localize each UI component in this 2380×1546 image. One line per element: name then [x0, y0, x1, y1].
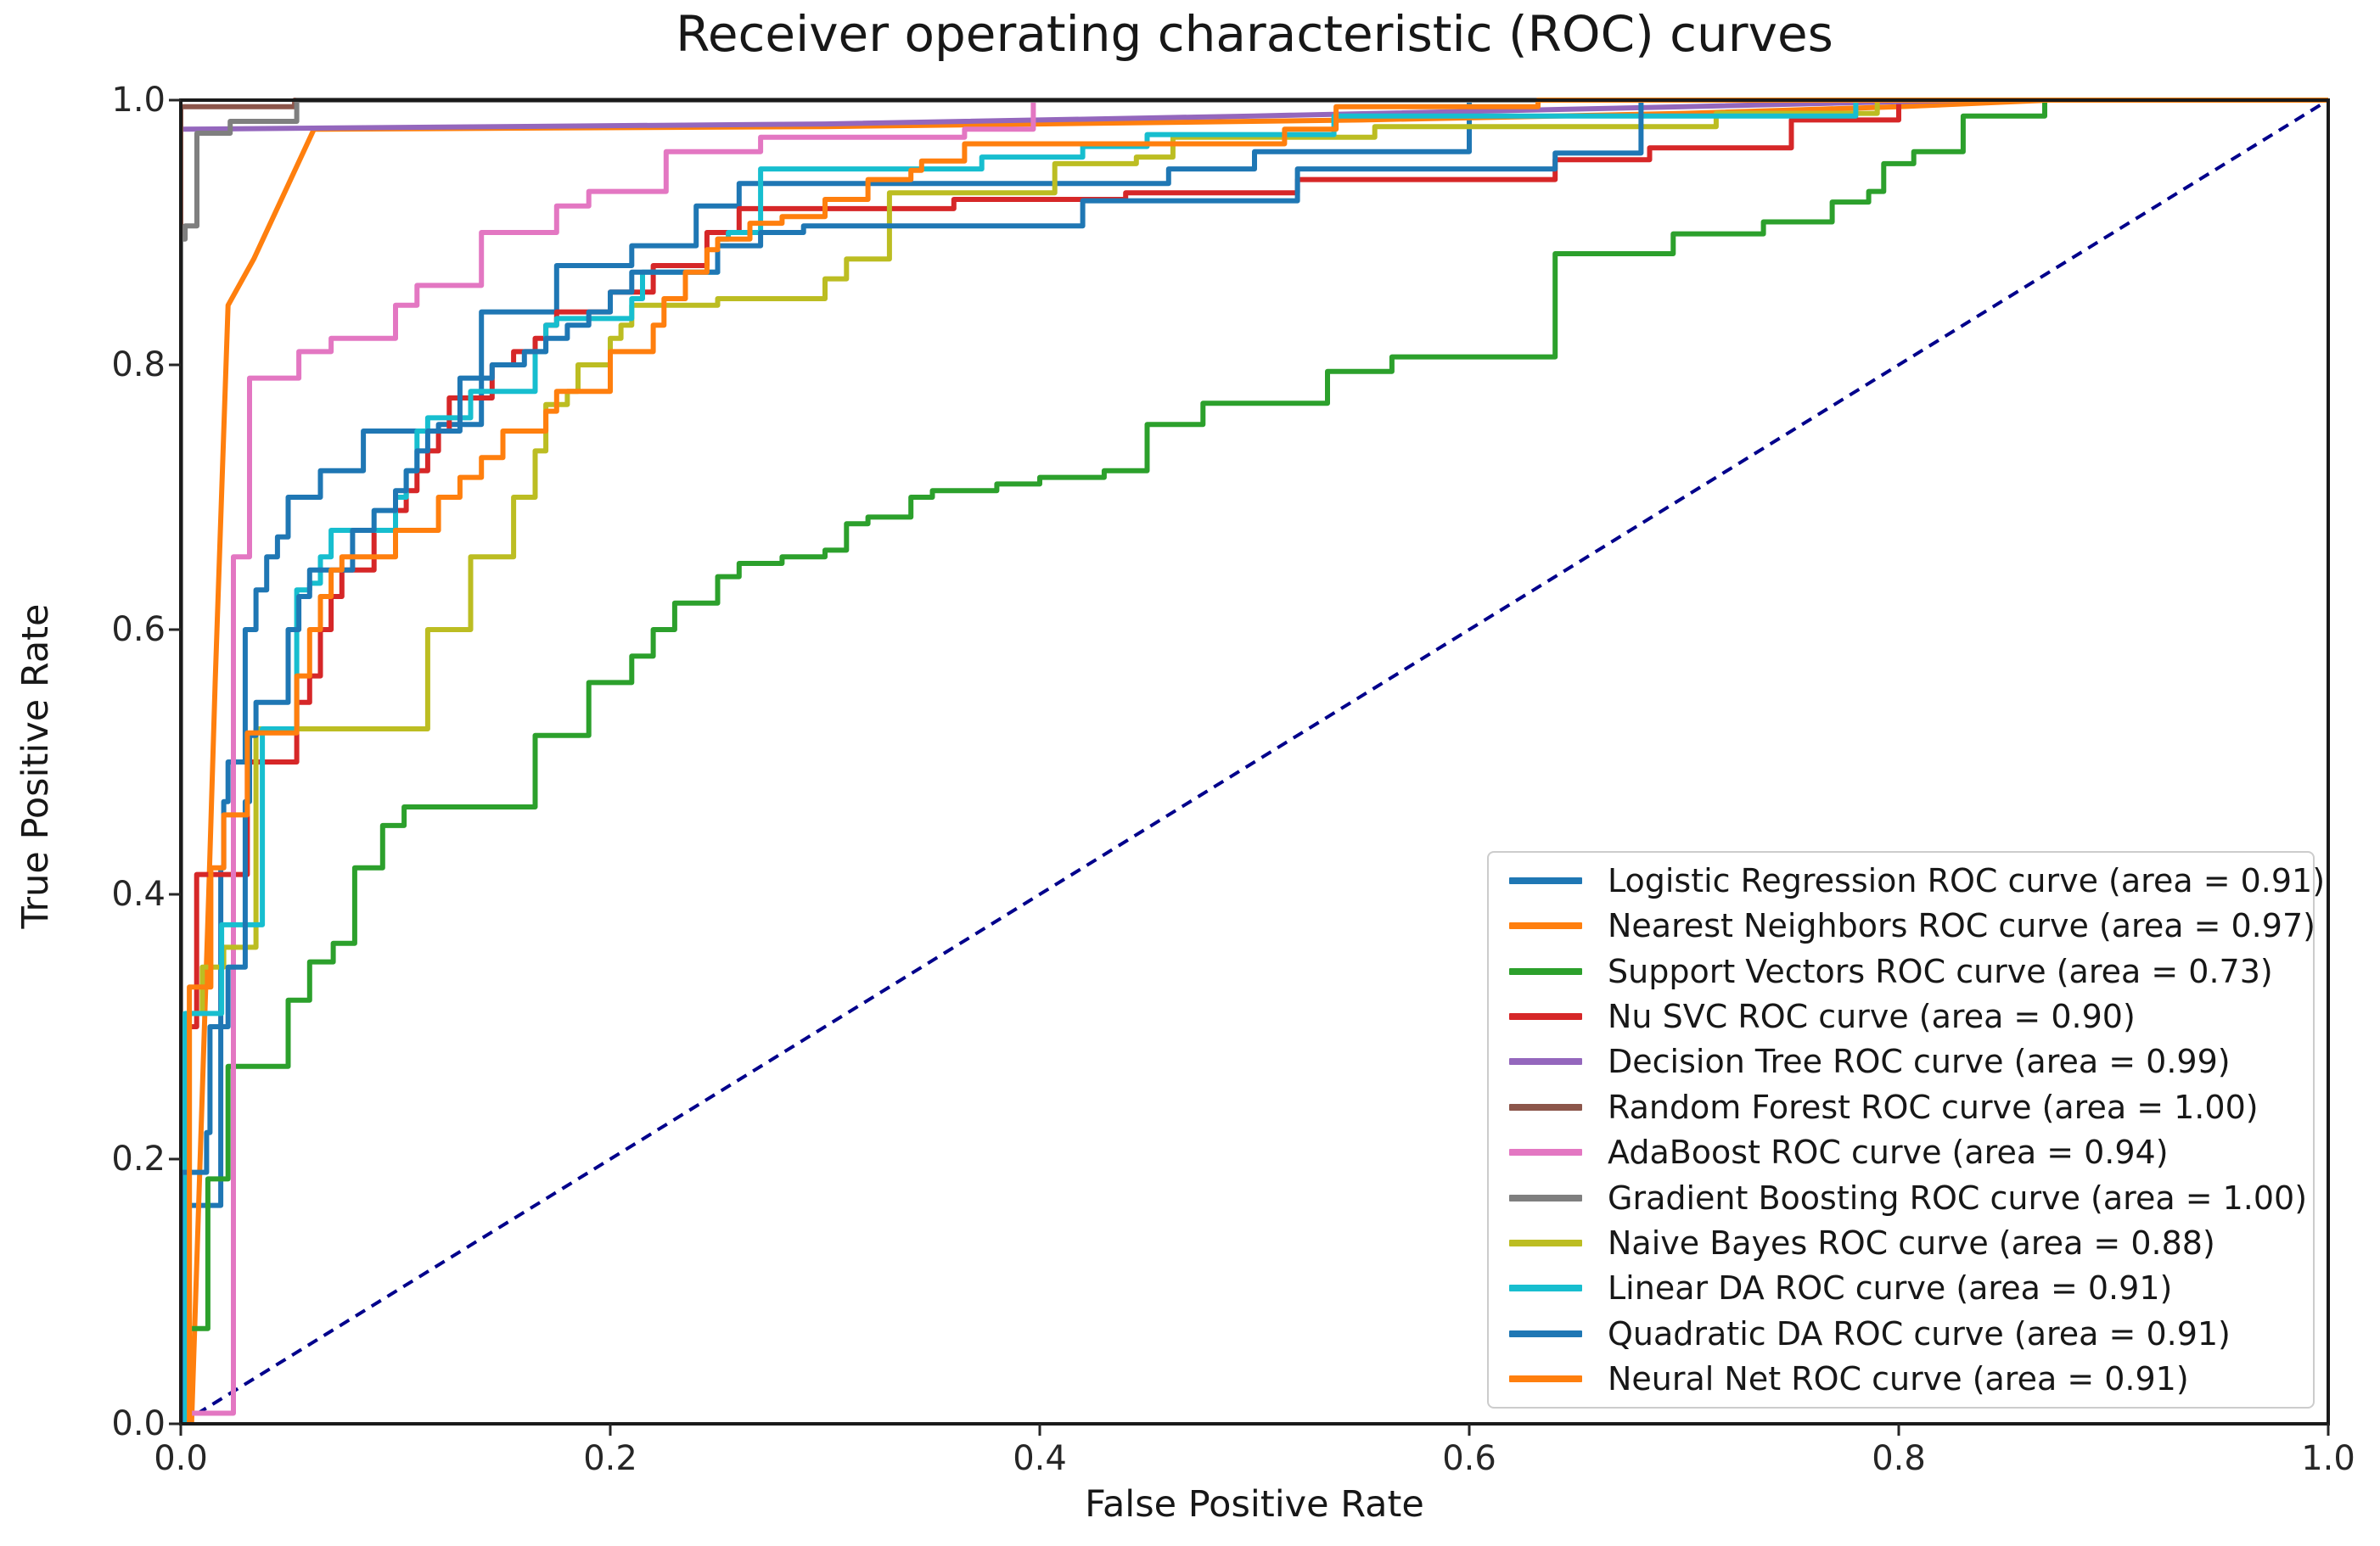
x-tick-label: 0.2 [583, 1439, 637, 1478]
legend-line-swatch [1509, 1194, 1582, 1202]
roc-curve-adaboost [182, 98, 2328, 1424]
legend-item-neural-net: Neural Net ROC curve (area = 0.91) [1489, 1358, 2313, 1400]
legend-label: Gradient Boosting ROC curve (area = 1.00… [1608, 1179, 2308, 1217]
x-tick-label: 0.4 [1013, 1439, 1067, 1478]
legend-label: AdaBoost ROC curve (area = 0.94) [1608, 1134, 2169, 1172]
legend-label: Naive Bayes ROC curve (area = 0.88) [1608, 1224, 2215, 1262]
roc-curve-neural-net [187, 98, 2328, 1424]
y-tick-label: 0.6 [111, 610, 166, 649]
chance-diagonal-line [179, 98, 2330, 1426]
legend-item-adaboost: AdaBoost ROC curve (area = 0.94) [1489, 1131, 2313, 1174]
axes-spines [179, 98, 2330, 1426]
legend-line-swatch [1509, 967, 1582, 975]
legend-line-swatch [1509, 1103, 1582, 1111]
x-tick-label: 1.0 [2301, 1439, 2355, 1478]
legend-item-nearest-neighbors: Nearest Neighbors ROC curve (area = 0.97… [1489, 905, 2315, 947]
legend-label: Nu SVC ROC curve (area = 0.90) [1608, 997, 2136, 1035]
legend-item-quadratic-da: Quadratic DA ROC curve (area = 0.91) [1489, 1313, 2313, 1355]
y-tick-label: 0.8 [111, 345, 166, 384]
legend: Logistic Regression ROC curve (area = 0.… [1487, 851, 2325, 1409]
legend-label: Logistic Regression ROC curve (area = 0.… [1608, 861, 2326, 899]
legend-line-swatch [1509, 1285, 1582, 1292]
roc-curve-logistic-regression [179, 98, 2328, 1424]
legend-item-support-vectors: Support Vectors ROC curve (area = 0.73) [1489, 950, 2313, 993]
legend-item-gradient-boosting: Gradient Boosting ROC curve (area = 1.00… [1489, 1177, 2313, 1219]
legend-line-swatch [1509, 1330, 1582, 1337]
x-tick-label: 0.8 [1872, 1439, 1926, 1478]
legend-item-decision-tree: Decision Tree ROC curve (area = 0.99) [1489, 1040, 2313, 1083]
legend-item-nu-svc: Nu SVC ROC curve (area = 0.90) [1489, 995, 2313, 1038]
legend-item-random-forest: Random Forest ROC curve (area = 1.00) [1489, 1086, 2313, 1129]
legend-label: Quadratic DA ROC curve (area = 0.91) [1608, 1314, 2231, 1353]
x-axis-label: False Positive Rate [1085, 1483, 1424, 1526]
legend-item-linear-da: Linear DA ROC curve (area = 0.91) [1489, 1267, 2313, 1309]
roc-curve-support-vectors [182, 98, 2328, 1424]
roc-curve-quadratic-da [179, 98, 2328, 1424]
legend-label: Support Vectors ROC curve (area = 0.73) [1608, 952, 2273, 990]
legend-line-swatch [1509, 1012, 1582, 1020]
legend-line-swatch [1509, 1149, 1582, 1157]
legend-label: Nearest Neighbors ROC curve (area = 0.97… [1608, 907, 2315, 945]
legend-line-swatch [1509, 877, 1582, 884]
legend-item-naive-bayes: Naive Bayes ROC curve (area = 0.88) [1489, 1222, 2313, 1264]
legend-label: Neural Net ROC curve (area = 0.91) [1608, 1360, 2189, 1398]
x-tick-label: 0.6 [1442, 1439, 1496, 1478]
legend-label: Decision Tree ROC curve (area = 0.99) [1608, 1043, 2231, 1081]
x-tick-label: 0.0 [154, 1439, 208, 1478]
y-tick-label: 0.0 [111, 1404, 166, 1443]
legend-item-logistic-regression: Logistic Regression ROC curve (area = 0.… [1489, 860, 2325, 902]
legend-label: Linear DA ROC curve (area = 0.91) [1608, 1269, 2173, 1308]
chart-title: Receiver operating characteristic (ROC) … [676, 5, 1833, 63]
legend-line-swatch [1509, 1375, 1582, 1383]
roc-curve-gradient-boosting [179, 98, 2328, 1424]
legend-line-swatch [1509, 1239, 1582, 1246]
legend-label: Random Forest ROC curve (area = 1.00) [1608, 1088, 2259, 1126]
y-axis-label: True Positive Rate [14, 603, 57, 929]
y-tick-label: 1.0 [111, 81, 166, 120]
legend-line-swatch [1509, 922, 1582, 930]
y-tick-label: 0.4 [111, 875, 166, 914]
y-tick-label: 0.2 [111, 1140, 166, 1179]
legend-line-swatch [1509, 1058, 1582, 1066]
roc-curve-naive-bayes [187, 98, 2328, 1424]
